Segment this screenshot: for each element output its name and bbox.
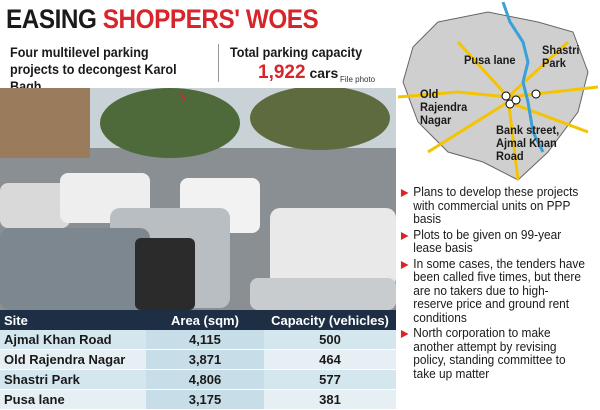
table-header: Site Area (sqm) Capacity (vehicles) <box>0 310 396 330</box>
parking-table: Site Area (sqm) Capacity (vehicles) Ajma… <box>0 310 396 410</box>
table-cell: 4,115 <box>146 330 264 350</box>
table-cell: 381 <box>264 389 396 410</box>
map-label: Pusa lane <box>464 53 516 67</box>
table-body: Ajmal Khan Road 4,115 500 Old Rajendra Naga… <box>0 330 396 410</box>
capacity: 1,922 cars <box>258 62 338 84</box>
river <box>501 1 545 153</box>
car <box>270 208 396 288</box>
table-cell: 500 <box>264 330 396 350</box>
cars <box>0 173 396 310</box>
table-cell: Shastri Park <box>0 369 146 390</box>
car <box>250 278 396 310</box>
tree <box>250 88 390 150</box>
table-cell: 3,871 <box>146 349 264 370</box>
header-cell: Area (sqm) <box>146 310 264 330</box>
map-label: Bank street, Ajmal Khan Road <box>496 123 560 163</box>
site-marker <box>531 89 541 99</box>
table-cell: 4,806 <box>146 369 264 390</box>
capacity-value: 1,922 <box>258 62 306 83</box>
table-row: Old Rajendra Nagar 3,871 464 <box>0 349 396 370</box>
car <box>0 228 150 310</box>
table-row: Ajmal Khan Road 4,115 500 <box>0 330 396 350</box>
separator <box>218 44 219 82</box>
table-cell: Old Rajendra Nagar <box>0 349 146 370</box>
photo-credit: File photo <box>340 75 376 84</box>
bullet-list: Plans to develop these projects with com… <box>400 185 598 383</box>
bullet: North corporation to make another attemp… <box>400 326 588 381</box>
table-cell: 577 <box>264 369 396 390</box>
tree <box>100 88 240 158</box>
capacity-unit: cars <box>309 65 339 81</box>
table-cell: Pusa lane <box>0 389 146 410</box>
table-cell: 3,175 <box>146 389 264 410</box>
table-row: Shastri Park 4,806 577 <box>0 369 396 390</box>
map-label: Old Rajendra Nagar <box>420 87 468 127</box>
site-marker <box>511 95 521 105</box>
table-row: Pusa lane 3,175 381 <box>0 389 396 410</box>
title-black: EASING <box>6 4 97 34</box>
arrow <box>179 93 187 101</box>
photo <box>0 88 396 310</box>
header-cell: Capacity (vehicles) <box>264 310 396 330</box>
site-marker <box>501 91 511 101</box>
map-label: Shastri Park <box>542 43 580 70</box>
map: Pusa lane Shastri Park Old Rajendra Naga… <box>397 1 599 184</box>
table-cell: 464 <box>264 349 396 370</box>
bullet: Plots to be given on 99-year lease basis <box>400 228 588 256</box>
title: EASING SHOPPERS' WOES <box>6 4 319 35</box>
bullet: Plans to develop these projects with com… <box>400 185 588 227</box>
header-cell: Site <box>0 310 146 330</box>
table-cell: Ajmal Khan Road <box>0 330 146 350</box>
capacity-label: Total parking capacity <box>230 44 363 60</box>
person <box>135 238 195 310</box>
car <box>0 183 70 228</box>
map-graphic <box>397 1 599 181</box>
title-red: SHOPPERS' WOES <box>102 4 319 34</box>
bullet: In some cases, the tenders have been cal… <box>400 257 588 326</box>
building <box>0 88 90 158</box>
